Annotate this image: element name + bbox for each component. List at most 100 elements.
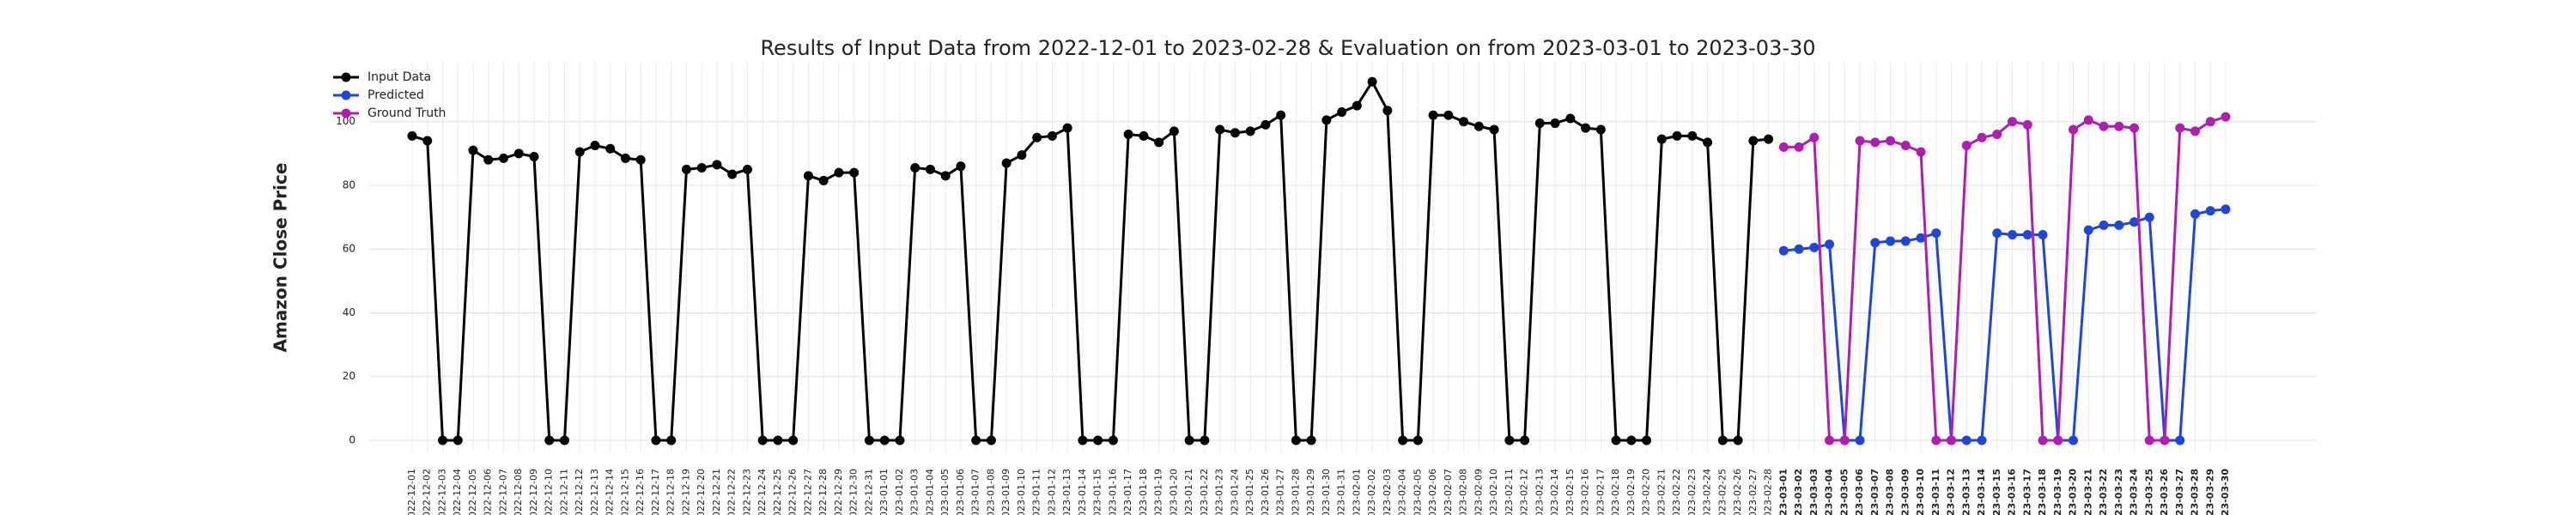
x-tick-label: 2022-12-28 — [817, 469, 829, 515]
x-tick-label: 2023-01-11 — [1031, 469, 1042, 515]
data-point — [1078, 435, 1088, 445]
x-tick-label: 2022-12-05 — [467, 469, 478, 515]
data-point — [1947, 435, 1957, 445]
y-tick-label: 60 — [343, 243, 355, 255]
data-point — [590, 141, 600, 151]
data-point — [849, 167, 860, 178]
x-tick-label: 2023-02-21 — [1656, 469, 1667, 515]
x-tick-label: 2023-01-26 — [1260, 469, 1271, 515]
x-tick-label: 2022-12-16 — [635, 469, 646, 515]
data-point — [925, 164, 935, 174]
x-tick-label: 2023-03-28 — [2190, 469, 2201, 515]
data-point — [468, 145, 478, 155]
data-point — [1550, 118, 1560, 129]
x-tick-label: 2022-12-23 — [741, 469, 752, 515]
x-tick-label: 2023-01-17 — [1122, 469, 1133, 515]
data-point — [1687, 130, 1698, 141]
data-point — [2083, 115, 2093, 125]
x-tick-label: 2023-03-17 — [2021, 469, 2032, 515]
data-point — [1916, 147, 1926, 157]
data-point — [1352, 100, 1362, 111]
x-tick-label: 2023-03-30 — [2220, 469, 2231, 515]
x-tick-label: 2023-02-01 — [1351, 469, 1362, 515]
x-tick-label: 2022-12-27 — [802, 469, 813, 515]
data-point — [1413, 435, 1423, 445]
data-point — [1839, 435, 1850, 445]
data-point — [1748, 136, 1759, 146]
x-tick-label: 2023-03-27 — [2174, 469, 2185, 515]
data-point — [1200, 435, 1210, 445]
data-point — [1809, 132, 1820, 142]
x-tick-label: 2023-03-15 — [1991, 469, 2002, 515]
x-tick-label: 2023-02-05 — [1412, 469, 1423, 515]
x-tick-label: 2023-01-09 — [1000, 469, 1012, 515]
y-tick-label: 100 — [336, 115, 355, 127]
data-point — [620, 153, 630, 163]
y-tick-label: 0 — [349, 434, 355, 446]
x-tick-label: 2023-03-06 — [1854, 469, 1865, 515]
x-tick-label: 2022-12-02 — [422, 469, 433, 515]
x-tick-label: 2022-12-19 — [680, 469, 691, 515]
data-point — [2175, 435, 2185, 445]
chart-title: Results of Input Data from 2022-12-01 to… — [760, 36, 1815, 60]
data-point — [757, 435, 768, 445]
data-point — [2190, 126, 2201, 136]
data-point — [1931, 228, 1941, 239]
data-point — [1428, 110, 1438, 120]
x-tick-label: 2022-12-01 — [406, 469, 417, 515]
data-point — [1017, 150, 1027, 161]
x-tick-label: 2023-01-25 — [1244, 469, 1255, 515]
data-point — [2129, 217, 2140, 227]
data-point — [1139, 130, 1149, 141]
data-point — [2160, 435, 2170, 445]
x-tick-label: 2023-01-28 — [1290, 469, 1301, 515]
x-tick-label: 2023-03-10 — [1915, 469, 1926, 515]
x-tick-label: 2023-03-03 — [1808, 469, 1820, 515]
data-point — [1931, 435, 1941, 445]
data-point — [574, 147, 585, 157]
x-tick-label: 2023-02-20 — [1641, 469, 1652, 515]
x-tick-label: 2023-01-04 — [924, 469, 935, 515]
data-point — [2069, 435, 2079, 445]
data-point — [2083, 225, 2093, 235]
x-tick-label: 2023-02-23 — [1686, 469, 1698, 515]
x-tick-label: 2023-01-01 — [878, 469, 890, 515]
x-tick-label: 2023-02-26 — [1732, 469, 1743, 515]
data-point — [1794, 142, 1804, 152]
data-point — [605, 143, 616, 154]
x-tick-label: 2023-01-07 — [970, 469, 981, 515]
data-point — [1595, 124, 1606, 135]
x-tick-label: 2022-12-18 — [665, 469, 677, 515]
data-point — [1733, 435, 1743, 445]
x-tick-label: 2023-02-22 — [1671, 469, 1682, 515]
data-point — [1656, 134, 1667, 144]
data-point — [1367, 76, 1377, 87]
x-tick-label: 2022-12-06 — [483, 469, 494, 515]
data-point — [1900, 236, 1911, 246]
x-tick-label: 2023-01-19 — [1153, 469, 1164, 515]
data-point — [1276, 110, 1286, 120]
data-point — [1534, 118, 1545, 129]
x-tick-label: 2023-01-31 — [1336, 469, 1347, 515]
data-point — [910, 163, 920, 173]
x-tick-label: 2023-01-02 — [894, 469, 905, 515]
data-point — [1108, 435, 1118, 445]
data-point — [1870, 137, 1880, 148]
x-tick-label: 2023-01-15 — [1092, 469, 1103, 515]
data-point — [453, 435, 463, 445]
x-tick-label: 2023-01-22 — [1199, 469, 1210, 515]
x-tick-label: 2023-03-24 — [2129, 469, 2140, 515]
x-tick-label: 2023-03-21 — [2082, 469, 2093, 515]
x-tick-label: 2023-02-25 — [1716, 469, 1728, 515]
x-tick-label: 2023-03-23 — [2113, 469, 2124, 515]
x-tick-label: 2022-12-07 — [497, 469, 508, 515]
data-point — [1825, 239, 1835, 250]
legend-label: Input Data — [368, 70, 431, 84]
x-tick-label: 2023-02-19 — [1625, 469, 1637, 515]
x-tick-label: 2023-02-09 — [1473, 469, 1484, 515]
data-point — [2099, 220, 2109, 230]
x-tick-label: 2023-03-11 — [1930, 469, 1941, 515]
x-tick-label: 2023-03-29 — [2204, 469, 2215, 515]
data-point — [1230, 128, 1240, 138]
x-tick-label: 2022-12-13 — [589, 469, 600, 515]
